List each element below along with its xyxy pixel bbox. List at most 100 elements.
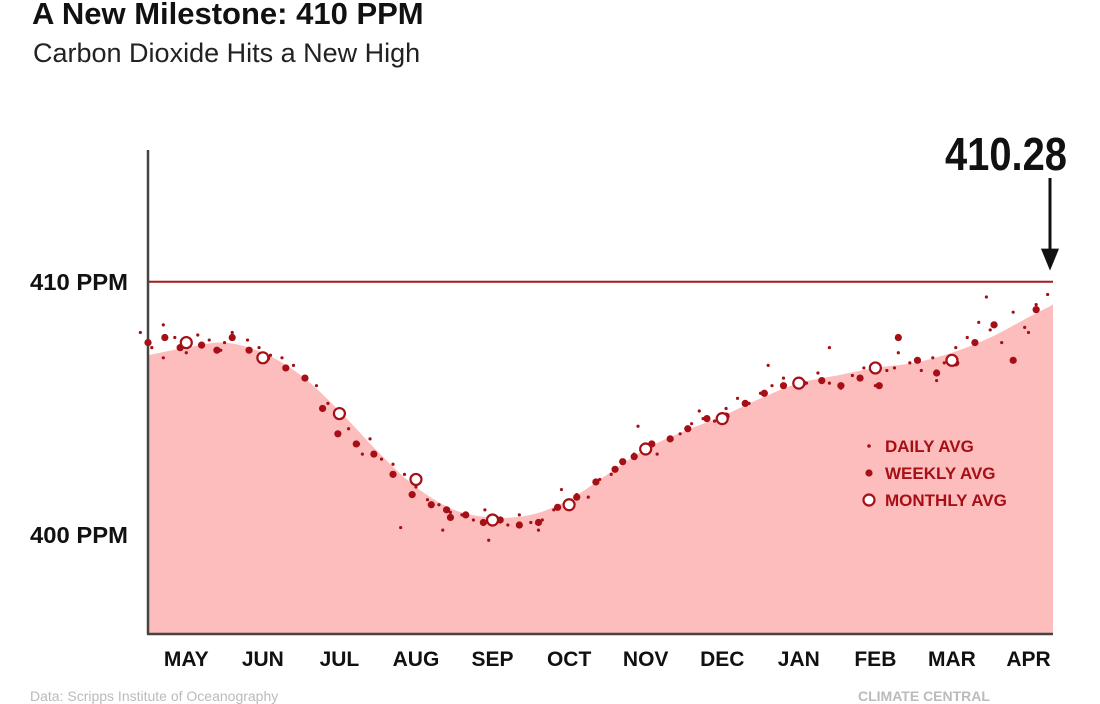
daily-avg-point bbox=[827, 346, 832, 350]
daily-avg-point bbox=[735, 396, 740, 400]
weekly-avg-point bbox=[913, 356, 922, 364]
daily-avg-point bbox=[161, 323, 165, 327]
monthly-avg-point bbox=[332, 406, 347, 421]
daily-avg-point bbox=[1046, 292, 1050, 297]
legend-monthly-marker bbox=[862, 493, 876, 507]
daily-avg-point bbox=[896, 351, 900, 355]
monthly-avg-point bbox=[945, 353, 959, 367]
daily-avg-point bbox=[724, 406, 728, 411]
daily-avg-point bbox=[391, 462, 395, 466]
weekly-avg-point bbox=[334, 430, 342, 438]
weekly-avg-point bbox=[282, 364, 290, 372]
daily-avg-point bbox=[984, 295, 988, 299]
daily-avg-point bbox=[402, 472, 407, 476]
daily-avg-point bbox=[781, 376, 786, 380]
daily-avg-point bbox=[678, 432, 682, 436]
weekly-avg-point bbox=[592, 478, 600, 486]
daily-avg-point bbox=[1026, 330, 1031, 335]
weekly-avg-point bbox=[462, 511, 470, 519]
daily-avg-point bbox=[1000, 340, 1004, 345]
x-tick-label: MAY bbox=[164, 648, 209, 671]
legend-label: MONTHLY AVG bbox=[885, 491, 1007, 510]
weekly-avg-point bbox=[573, 493, 581, 501]
weekly-avg-point bbox=[161, 333, 169, 342]
weekly-avg-point bbox=[515, 521, 523, 529]
weekly-avg-point bbox=[228, 333, 236, 342]
weekly-avg-point bbox=[666, 435, 674, 443]
x-tick-label: JAN bbox=[778, 648, 820, 671]
daily-avg-point bbox=[988, 328, 992, 332]
weekly-avg-point bbox=[611, 465, 619, 473]
weekly-avg-point bbox=[408, 491, 416, 499]
weekly-avg-point bbox=[245, 346, 253, 354]
x-tick-label: SEP bbox=[472, 648, 514, 671]
annotation-label: 410.28 bbox=[945, 128, 1067, 180]
weekly-avg-point bbox=[427, 501, 435, 509]
weekly-avg-point bbox=[144, 338, 152, 347]
daily-avg-point bbox=[257, 346, 261, 350]
weekly-series bbox=[144, 306, 1040, 529]
daily-avg-point bbox=[425, 498, 430, 502]
y-tick-label: 410 PPM bbox=[30, 269, 128, 295]
daily-avg-point bbox=[1023, 325, 1027, 329]
daily-avg-point bbox=[931, 356, 935, 360]
weekly-avg-point bbox=[760, 389, 768, 397]
x-tick-label: JUL bbox=[320, 648, 360, 671]
daily-avg-point bbox=[977, 320, 981, 324]
daily-avg-point bbox=[919, 368, 923, 373]
daily-avg-point bbox=[586, 495, 590, 499]
weekly-avg-point bbox=[213, 346, 221, 354]
weekly-avg-point bbox=[684, 425, 692, 433]
weekly-avg-point bbox=[389, 470, 397, 478]
daily-avg-point bbox=[712, 419, 717, 423]
x-tick-label: FEB bbox=[854, 648, 896, 671]
x-tick-label: DEC bbox=[700, 648, 744, 671]
daily-avg-point bbox=[245, 338, 250, 342]
weekly-avg-point bbox=[703, 415, 711, 423]
daily-avg-point bbox=[368, 437, 372, 441]
daily-avg-point bbox=[360, 452, 364, 456]
trend-area bbox=[148, 304, 1053, 634]
weekly-avg-point bbox=[630, 453, 638, 461]
daily-avg-point bbox=[766, 363, 770, 367]
daily-avg-point bbox=[559, 487, 564, 492]
daily-avg-point bbox=[827, 381, 832, 385]
weekly-avg-point bbox=[779, 382, 788, 390]
daily-avg-point bbox=[207, 338, 211, 342]
daily-avg-point bbox=[326, 401, 330, 406]
weekly-avg-point bbox=[837, 382, 845, 390]
daily-avg-point bbox=[173, 335, 177, 340]
x-tick-label: MAR bbox=[928, 648, 976, 671]
annotation-arrow-head bbox=[1041, 248, 1059, 271]
weekly-avg-point bbox=[1032, 306, 1040, 314]
daily-avg-point bbox=[150, 346, 154, 350]
monthly-avg-point bbox=[715, 412, 729, 426]
daily-avg-point bbox=[441, 528, 445, 532]
daily-avg-point bbox=[862, 366, 866, 370]
weekly-avg-point bbox=[818, 376, 826, 385]
weekly-avg-point bbox=[619, 458, 627, 466]
credit-logo: CLIMATE CENTRAL bbox=[858, 688, 990, 704]
weekly-avg-point bbox=[301, 374, 309, 382]
daily-avg-point bbox=[506, 523, 510, 527]
daily-avg-point bbox=[935, 378, 939, 383]
weekly-avg-point bbox=[318, 404, 327, 413]
weekly-avg-point bbox=[971, 338, 979, 347]
daily-avg-point bbox=[529, 520, 533, 525]
chart-title: A New Milestone: 410 PPM bbox=[32, 0, 424, 31]
daily-avg-point bbox=[1034, 302, 1038, 307]
daily-avg-point bbox=[184, 351, 188, 355]
daily-avg-point bbox=[965, 335, 969, 340]
daily-avg-point bbox=[196, 333, 200, 337]
daily-avg-point bbox=[222, 340, 227, 345]
axes-layer: 410 PPM 400 PPM MAY JUN JUL AUG SEP OCT NOV DEC JA… bbox=[30, 150, 1053, 671]
daily-avg-point bbox=[517, 513, 521, 517]
daily-avg-point bbox=[850, 373, 854, 378]
monthly-avg-point bbox=[485, 513, 500, 527]
weekly-avg-point bbox=[443, 506, 451, 514]
x-tick-label: NOV bbox=[623, 648, 669, 671]
daily-avg-point bbox=[942, 361, 946, 365]
x-tick-label: OCT bbox=[547, 648, 592, 671]
weekly-avg-point bbox=[741, 399, 749, 408]
